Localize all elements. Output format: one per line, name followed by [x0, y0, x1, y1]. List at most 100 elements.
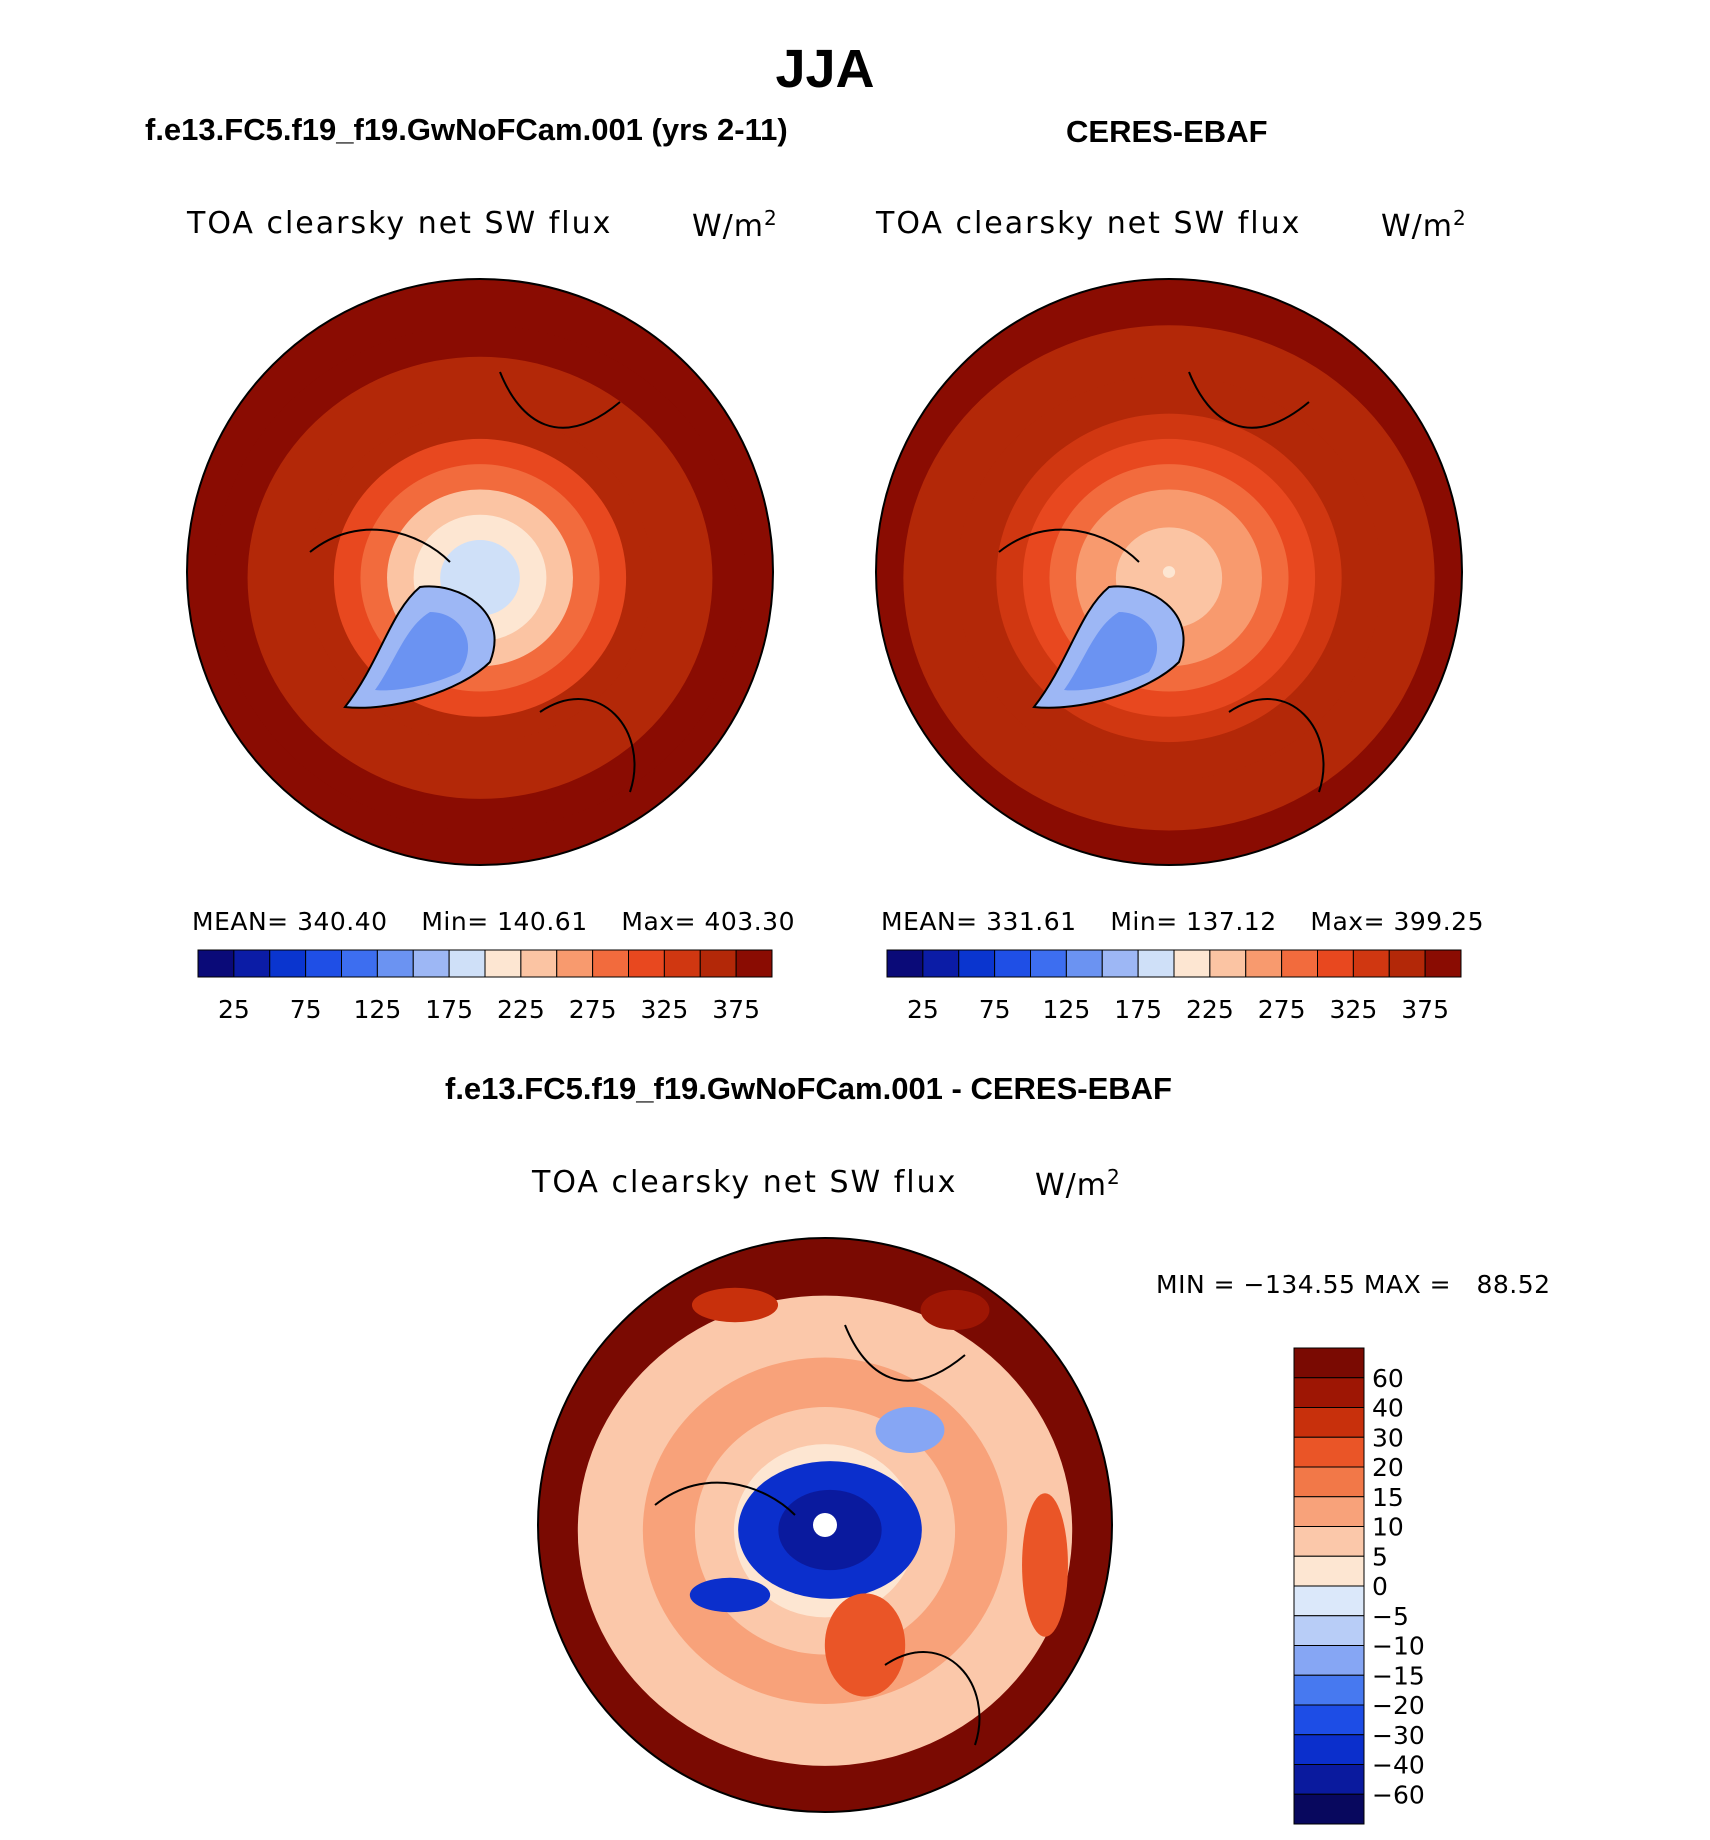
- colorbar-tick-1-7: 375: [1401, 995, 1449, 1024]
- colorbar-box-2-13: [1293, 1734, 1365, 1765]
- diff-pos-patch-ne: [920, 1289, 990, 1331]
- panel3-min: −134.55: [1243, 1270, 1356, 1299]
- panel1-mean-label: MEAN=: [192, 907, 289, 936]
- colorbar-tick-2-9: −10: [1372, 1632, 1425, 1661]
- colorbar-box-2-1: [1293, 1377, 1365, 1408]
- colorbar-tick-0-6: 325: [641, 995, 689, 1024]
- colorbar-box-2-9: [1293, 1615, 1365, 1646]
- colorbar-box-2-14: [1293, 1764, 1365, 1795]
- panel3-polar-map: [537, 1237, 1113, 1813]
- coastlines-1: [998, 371, 1325, 793]
- colorbar-box-0-13: [663, 949, 701, 978]
- panel3-max-label: MAX =: [1363, 1270, 1452, 1299]
- pole-hole: [813, 1513, 837, 1537]
- colorbar-box-0-2: [269, 949, 307, 978]
- colorbar-box-1-4: [1030, 949, 1067, 978]
- colorbar-box-0-5: [376, 949, 414, 978]
- panel1-title: f.e13.FC5.f19_f19.GwNoFCam.001 (yrs 2-11…: [145, 112, 788, 147]
- colorbar-tick-1-1: 75: [979, 995, 1011, 1024]
- colorbar-tick-0-2: 125: [354, 995, 402, 1024]
- colorbar-tick-2-10: −15: [1372, 1661, 1425, 1690]
- colorbar-box-1-11: [1281, 949, 1318, 978]
- panel2-stats: MEAN= 331.61 Min= 137.12 Max= 399.25: [881, 907, 1484, 936]
- diff-pos-patch-n: [691, 1287, 779, 1323]
- panel1-variable-label: TOA clearsky net SW flux: [187, 206, 613, 241]
- colorbar-box-0-4: [341, 949, 378, 978]
- panel1-stats: MEAN= 340.40 Min= 140.61 Max= 403.30: [192, 907, 795, 936]
- colorbar-tick-2-8: −5: [1372, 1602, 1409, 1631]
- diff-neg-patch: [875, 1407, 945, 1453]
- colorbar-box-2-4: [1293, 1466, 1365, 1498]
- colorbar-box-2-0: [1293, 1347, 1365, 1379]
- colorbar-box-1-3: [994, 949, 1031, 978]
- panel2-mean-label: MEAN=: [881, 907, 978, 936]
- colorbar-tick-2-7: 0: [1372, 1572, 1388, 1601]
- colorbar-tick-2-5: 10: [1372, 1513, 1404, 1542]
- colorbar-tick-1-6: 325: [1330, 995, 1378, 1024]
- panel3-units: W/m2: [1035, 1165, 1121, 1203]
- panel2-polar-map: [875, 278, 1463, 866]
- panel3-min-label: MIN =: [1156, 1270, 1236, 1299]
- panel1-min-label: Min=: [421, 907, 489, 936]
- colorbar-box-1-7: [1137, 949, 1175, 978]
- panel1-colorbar: 25 75 125 175 225 275 325 375: [197, 949, 773, 1024]
- colorbar-box-1-13: [1352, 949, 1390, 978]
- colorbar-tick-0-7: 375: [712, 995, 760, 1024]
- colorbar-box-1-2: [958, 949, 996, 978]
- colorbar-tick-2-14: −60: [1372, 1780, 1425, 1809]
- colorbar-box-2-7: [1293, 1555, 1365, 1587]
- panel2-variable-label: TOA clearsky net SW flux: [876, 206, 1302, 241]
- colorbar-box-0-3: [305, 949, 342, 978]
- panel2-colorbar: 25 75 125 175 225 275 325 375: [886, 949, 1462, 1024]
- colorbar-tick-0-4: 225: [497, 995, 545, 1024]
- colorbar-box-0-8: [484, 949, 522, 978]
- colorbar-box-0-11: [592, 949, 629, 978]
- map-border: [875, 278, 1463, 866]
- colorbar-box-2-11: [1293, 1674, 1365, 1706]
- colorbar-tick-2-12: −30: [1372, 1721, 1425, 1750]
- diff-neg-greenland: [689, 1577, 771, 1613]
- figure-title: JJA: [775, 39, 875, 99]
- coastlines-0: [309, 371, 636, 793]
- colorbar-box-1-1: [922, 949, 960, 978]
- greenland-core-1: [1064, 612, 1158, 691]
- panel1-max: 403.30: [704, 907, 795, 936]
- panel2-title: CERES-EBAF: [1066, 114, 1268, 149]
- colorbar-box-1-8: [1173, 949, 1211, 978]
- panel2-min: 137.12: [1186, 907, 1277, 936]
- colorbar-box-2-15: [1293, 1793, 1365, 1825]
- diff-pos-patch-s: [824, 1593, 906, 1697]
- colorbar-tick-1-5: 275: [1258, 995, 1306, 1024]
- colorbar-box-1-5: [1065, 949, 1103, 978]
- colorbar-tick-0-3: 175: [425, 995, 473, 1024]
- colorbar-tick-2-13: −40: [1372, 1751, 1425, 1780]
- colorbar-box-2-3: [1293, 1436, 1365, 1468]
- colorbar-box-2-2: [1293, 1407, 1365, 1438]
- colorbar-box-0-14: [699, 949, 737, 978]
- colorbar-tick-0-1: 75: [290, 995, 322, 1024]
- colorbar-tick-2-0: 60: [1372, 1364, 1404, 1393]
- colorbar-box-0-9: [520, 949, 558, 978]
- colorbar-tick-2-6: 5: [1372, 1542, 1388, 1571]
- panel2-min-label: Min=: [1110, 907, 1178, 936]
- colorbar-box-2-10: [1293, 1645, 1365, 1676]
- map-border: [537, 1237, 1113, 1813]
- colorbar-tick-1-0: 25: [907, 995, 939, 1024]
- coastlines-2: [654, 1324, 981, 1746]
- colorbar-box-1-12: [1317, 949, 1354, 978]
- colorbar-box-0-15: [735, 949, 773, 978]
- colorbar-box-1-0: [886, 949, 924, 978]
- panel1-min: 140.61: [497, 907, 588, 936]
- panel2-units: W/m2: [1381, 206, 1467, 244]
- colorbar-box-0-10: [556, 949, 594, 978]
- colorbar-box-0-0: [197, 949, 235, 978]
- colorbar-tick-2-1: 40: [1372, 1394, 1404, 1423]
- colorbar-tick-2-4: 15: [1372, 1483, 1404, 1512]
- colorbar-box-2-6: [1293, 1526, 1365, 1557]
- colorbar-box-0-7: [448, 949, 486, 978]
- panel1-mean: 340.40: [297, 907, 388, 936]
- panel1-max-label: Max=: [621, 907, 697, 936]
- panel3-max: 88.52: [1476, 1270, 1551, 1299]
- colorbar-box-0-12: [628, 949, 665, 978]
